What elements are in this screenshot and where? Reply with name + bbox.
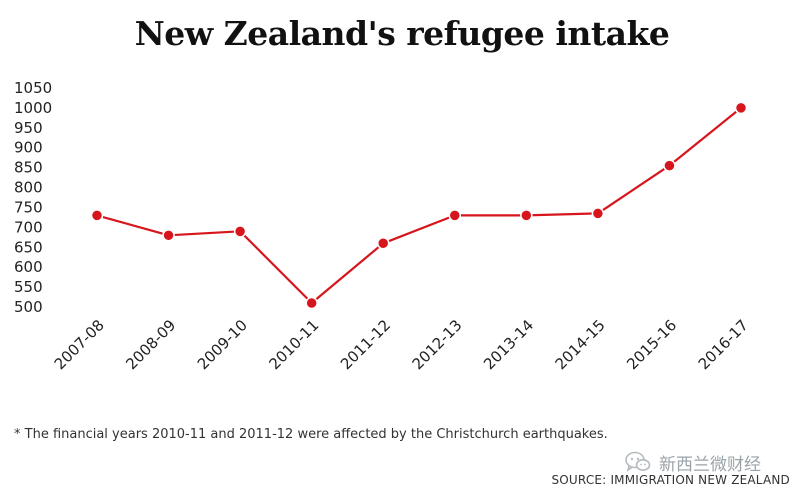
data-point xyxy=(376,237,390,250)
y-tick-label: 700 xyxy=(14,218,43,236)
x-tick-label: 2010-11 xyxy=(265,316,322,373)
data-point xyxy=(591,207,605,220)
data-point xyxy=(734,101,748,115)
x-tick-label: 2008-09 xyxy=(122,316,179,373)
series-line xyxy=(96,107,742,305)
data-point xyxy=(233,225,247,238)
y-tick-label: 800 xyxy=(14,179,43,197)
y-tick-label: 650 xyxy=(14,238,43,256)
y-tick-label: 1000 xyxy=(14,99,52,117)
footnote: * The financial years 2010-11 and 2011-1… xyxy=(14,427,608,442)
x-tick-label: 2007-08 xyxy=(51,316,108,373)
x-tick-label: 2014-15 xyxy=(552,316,609,373)
watermark: 新西兰微财经 xyxy=(625,448,761,476)
data-point xyxy=(448,209,462,222)
series-layer xyxy=(90,101,748,310)
wechat-icon xyxy=(625,451,651,472)
data-point xyxy=(663,159,676,172)
x-tick-label: 2013-14 xyxy=(480,316,537,373)
y-tick-label: 550 xyxy=(14,278,43,296)
y-tick-label: 500 xyxy=(14,298,43,316)
data-point xyxy=(162,229,175,242)
watermark-text: 新西兰微财经 xyxy=(659,454,761,475)
x-tick-label: 2011-12 xyxy=(337,316,394,373)
data-point xyxy=(305,296,318,310)
chart-title: New Zealand's refugee intake xyxy=(134,14,670,53)
data-point xyxy=(520,209,533,222)
x-tick-label: 2009-10 xyxy=(194,316,251,373)
y-tick-label: 950 xyxy=(14,119,43,137)
x-tick-label: 2012-13 xyxy=(409,316,466,373)
data-point xyxy=(90,209,104,222)
y-tick-label: 750 xyxy=(14,198,43,216)
x-axis: 2007-08 2008-09 2009-10 2010-11 2011-12 2012-… xyxy=(51,316,752,373)
x-tick-label: 2015-16 xyxy=(623,316,680,373)
y-tick-label: 1050 xyxy=(14,79,52,97)
x-tick-label: 2016-17 xyxy=(695,316,752,373)
y-tick-label: 850 xyxy=(14,159,43,177)
source-note: SOURCE: IMMIGRATION NEW ZEALAND xyxy=(551,473,790,487)
y-tick-label: 900 xyxy=(14,139,43,157)
y-tick-label: 600 xyxy=(14,258,43,276)
